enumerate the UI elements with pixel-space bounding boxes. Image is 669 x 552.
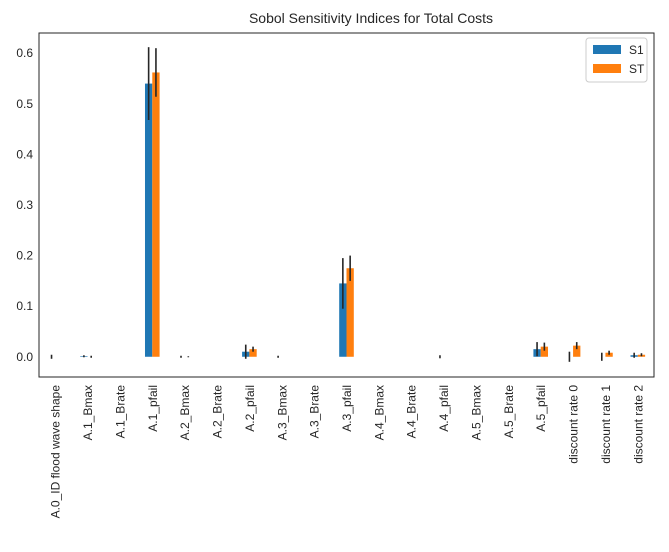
- x-tick-label: A.5_pfail: [534, 385, 548, 432]
- legend: S1 ST: [585, 37, 648, 83]
- bar-st: [346, 268, 354, 357]
- x-tick-label: discount rate 1: [599, 385, 613, 464]
- x-tick-label: A.5_Brate: [502, 385, 516, 439]
- x-tick-label: A.4_Brate: [405, 385, 419, 439]
- y-tick-label: 0.2: [16, 249, 33, 263]
- x-tick-label: A.3_pfail: [340, 385, 354, 432]
- bar-s1: [339, 283, 347, 357]
- y-tick-label: 0.6: [16, 46, 33, 60]
- x-tick-label: A.5_Bmax: [469, 385, 483, 440]
- legend-label-st: ST: [629, 62, 645, 76]
- x-tick-label: discount rate 0: [567, 385, 581, 464]
- x-tick-label: A.2_pfail: [243, 385, 257, 432]
- y-tick-label: 0.0: [16, 350, 33, 364]
- chart-title: Sobol Sensitivity Indices for Total Cost…: [249, 10, 493, 26]
- x-tick-label: discount rate 2: [631, 385, 645, 464]
- x-tick-label: A.2_Bmax: [178, 385, 192, 440]
- legend-label-s1: S1: [629, 43, 644, 57]
- plot-area-frame: [38, 32, 655, 378]
- legend-swatch-st: [593, 64, 621, 73]
- x-tick-label: A.1_pfail: [146, 385, 160, 432]
- x-tick-label: A.3_Bmax: [275, 385, 289, 440]
- x-tick-label: A.1_Bmax: [81, 385, 95, 440]
- legend-swatch-s1: [593, 45, 621, 54]
- y-tick-label: 0.5: [16, 97, 33, 111]
- x-tick-label: A.4_pfail: [437, 385, 451, 432]
- y-tick-label: 0.3: [16, 198, 33, 212]
- y-tick-label: 0.1: [16, 299, 33, 313]
- bar-st: [573, 345, 581, 357]
- bar-s1: [144, 83, 153, 357]
- bar-st: [540, 346, 549, 357]
- x-tick-label: A.4_Bmax: [372, 385, 386, 440]
- x-tick-label: A.0_ID flood wave shape: [49, 385, 63, 519]
- bar-st: [152, 72, 160, 357]
- x-tick-label: A.3_Brate: [308, 385, 322, 439]
- bar-st: [249, 349, 257, 357]
- x-tick-label: A.2_Brate: [211, 385, 225, 439]
- y-tick-label: 0.4: [16, 147, 33, 161]
- x-tick-label: A.1_Brate: [113, 385, 127, 439]
